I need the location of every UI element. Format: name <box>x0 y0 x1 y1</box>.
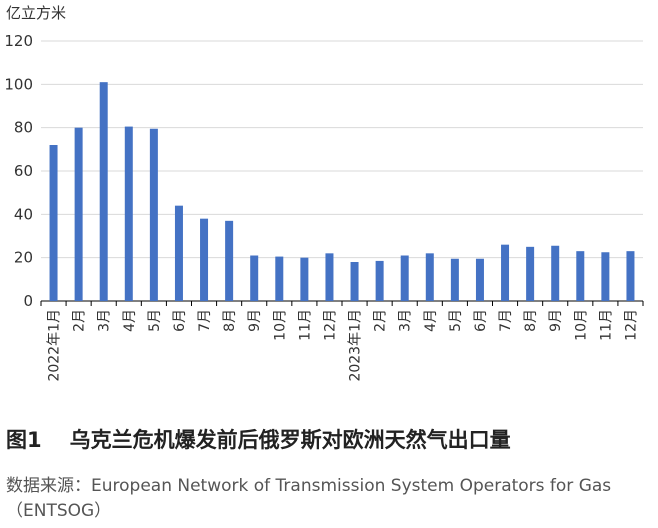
x-tick-label: 4月 <box>423 309 439 332</box>
bar <box>501 244 510 301</box>
x-tick-label: 10月 <box>272 309 288 341</box>
bar <box>250 255 259 301</box>
bar <box>74 127 83 302</box>
bar <box>49 145 58 301</box>
bar <box>400 255 409 301</box>
y-tick-label: 0 <box>23 292 33 310</box>
x-tick-label: 9月 <box>548 309 564 332</box>
bar <box>275 256 284 301</box>
figure-number: 图1 <box>6 428 42 452</box>
x-tick-label: 11月 <box>598 309 614 341</box>
x-tick-label: 12月 <box>322 309 338 341</box>
x-tick-label: 4月 <box>122 309 138 332</box>
figure-title-text: 乌克兰危机爆发前后俄罗斯对欧洲天然气出口量 <box>69 428 511 452</box>
x-tick-label: 8月 <box>222 309 238 332</box>
bar <box>425 253 434 301</box>
bar <box>200 218 209 301</box>
bar-chart: 0 20 40 60 80 100 120 2022年1月 2月 3月 4月 5月 6月 7月 8月 9月 1… <box>4 32 644 382</box>
x-tick-label: 5月 <box>147 309 163 332</box>
bar <box>99 82 108 302</box>
bar <box>601 252 610 301</box>
x-tick-label: 5月 <box>448 309 464 332</box>
x-tick-label: 2月 <box>72 309 88 332</box>
x-tick-label: 3月 <box>97 309 113 332</box>
bar <box>551 245 560 301</box>
y-tick-label: 100 <box>4 75 33 93</box>
y-tick-label: 120 <box>4 32 33 50</box>
y-tick-label: 20 <box>14 249 33 267</box>
y-tick-label: 40 <box>14 205 33 223</box>
x-tick-label: 10月 <box>573 309 589 341</box>
x-tick-label: 3月 <box>398 309 414 332</box>
x-tick-label: 6月 <box>473 309 489 332</box>
x-tick-label: 11月 <box>297 309 313 341</box>
gridlines <box>40 40 644 306</box>
bar <box>225 220 234 301</box>
bar <box>626 251 635 301</box>
x-tick-label: 7月 <box>498 309 514 332</box>
bar <box>325 253 334 301</box>
bars <box>49 82 635 302</box>
x-tick-label: 2022年1月 <box>47 309 63 382</box>
x-tick-labels: 2022年1月 2月 3月 4月 5月 6月 7月 8月 9月 10月 11月 12月 2023年1月 2… <box>47 309 640 382</box>
bar <box>576 251 585 301</box>
bar <box>375 260 384 301</box>
x-tick-label: 6月 <box>172 309 188 332</box>
data-source: 数据来源：European Network of Transmission Sy… <box>6 476 612 521</box>
x-tick-label: 8月 <box>523 309 539 332</box>
bar <box>450 258 459 301</box>
x-tick-label: 9月 <box>247 309 263 332</box>
y-tick-labels: 0 20 40 60 80 100 120 <box>4 32 33 310</box>
bar <box>350 262 359 301</box>
y-axis-unit-label: 亿立方米 <box>6 4 67 22</box>
x-tick-label: 7月 <box>197 309 213 332</box>
bar <box>300 257 309 301</box>
bar <box>526 246 535 301</box>
bar <box>174 205 183 301</box>
x-tick-label: 12月 <box>623 309 639 341</box>
bar <box>124 126 133 301</box>
y-tick-label: 80 <box>14 119 33 137</box>
x-tick-label: 2月 <box>373 309 389 332</box>
y-tick-label: 60 <box>14 162 33 180</box>
bar <box>149 128 158 301</box>
figure-title: 图1 乌克兰危机爆发前后俄罗斯对欧洲天然气出口量 <box>6 424 511 454</box>
bar <box>475 258 484 301</box>
x-tick-label: 2023年1月 <box>348 309 364 382</box>
